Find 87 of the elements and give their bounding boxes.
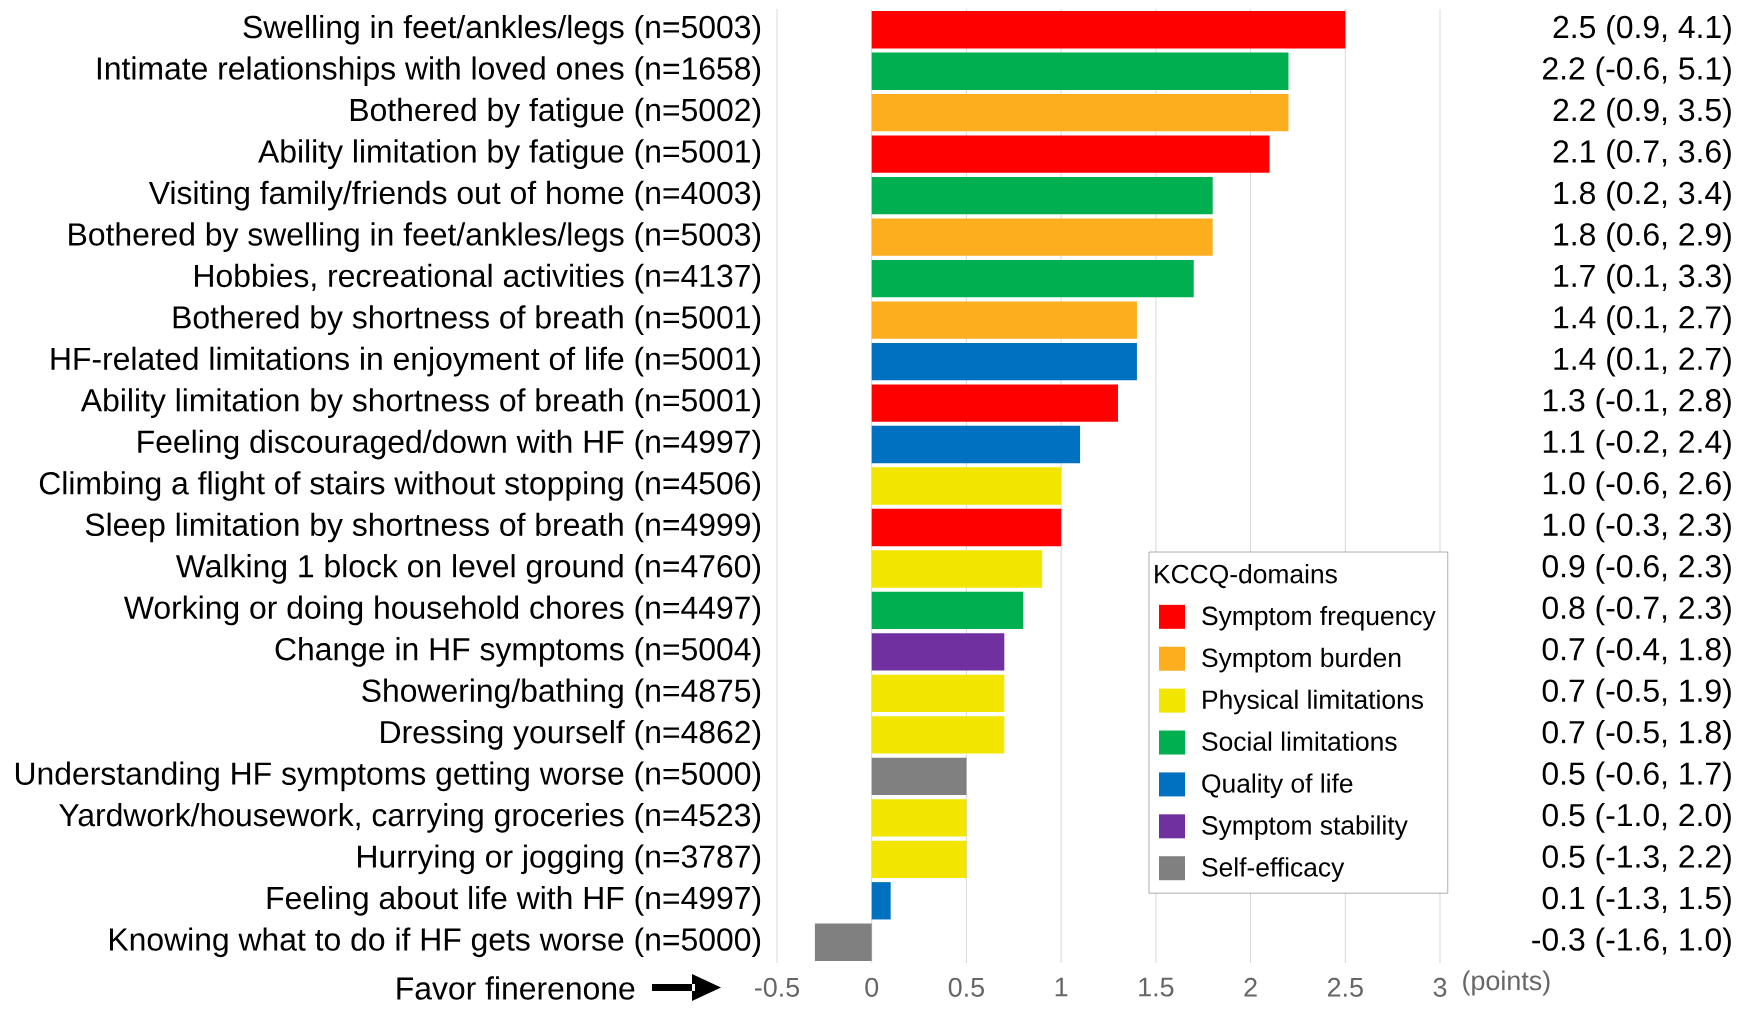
text: 1.0 (-0.6, 2.6) xyxy=(1543,471,1731,501)
y-tick-label: Change in HF symptoms (n=5004) xyxy=(275,637,761,667)
bar xyxy=(871,425,1081,464)
text: 0.7 (-0.5, 1.9) xyxy=(1542,678,1731,709)
legend-label: Symptom stability xyxy=(1202,815,1408,840)
text: 0.9 (-0.6, 2.3) xyxy=(1542,554,1731,584)
y-tick-label: Sleep limitation by shortness of breath (n=4999) xyxy=(85,512,761,543)
text: 2.1 (0.7, 3.6) xyxy=(1553,139,1731,170)
text: 1.7 (0.1, 3.3) xyxy=(1554,263,1731,294)
bar xyxy=(871,94,1289,132)
bar xyxy=(871,342,1137,381)
bar xyxy=(871,259,1194,298)
text: 0.5 (-1.0, 2.0) xyxy=(1542,802,1731,833)
text: 1.3 (-0.1, 2.8) xyxy=(1543,388,1731,418)
legend-label: Quality of life xyxy=(1202,773,1353,799)
text: 0.5 (-1.3, 2.2) xyxy=(1542,844,1731,875)
y-tick-label: Feeling discouraged/down with HF (n=4997) xyxy=(138,429,761,460)
text: 0.8 (-0.7, 2.3) xyxy=(1542,595,1731,626)
x-tick-label: 3 xyxy=(1433,977,1447,997)
bar xyxy=(871,467,1062,505)
y-tick-label: Bothered by swelling in feet/ankles/legs (n=5003) xyxy=(69,222,761,252)
y-tick-label: Hurrying or jogging (n=3787) xyxy=(358,844,761,875)
text: -0.3 (-1.6, 1.0) xyxy=(1532,927,1731,958)
x-axis-title: (points) xyxy=(1463,970,1550,996)
bar xyxy=(871,218,1213,256)
text: 0.1 (-1.3, 1.5) xyxy=(1542,885,1731,916)
legend-label: Symptom burden xyxy=(1202,647,1401,673)
x-tick-label: 1 xyxy=(1055,977,1068,997)
y-tick-label: Walking 1 block on level ground (n=4760) xyxy=(176,554,761,584)
y-tick-label: Showering/bathing (n=4875) xyxy=(362,678,761,709)
y-tick-label: Bothered by fatigue (n=5002) xyxy=(350,97,761,128)
y-tick-label: Working or doing household chores (n=4497) xyxy=(124,595,761,626)
x-tick-label: 2.5 xyxy=(1327,977,1363,997)
bar xyxy=(871,799,967,837)
bar xyxy=(871,135,1270,173)
x-tick-label: 2 xyxy=(1244,977,1257,997)
legend-label: Physical limitations xyxy=(1203,689,1423,715)
bar xyxy=(871,508,1062,547)
y-tick-label: Hobbies, recreational activities (n=4137) xyxy=(195,263,761,294)
y-tick-label: Dressing yourself (n=4862) xyxy=(381,720,761,750)
bar xyxy=(871,716,1005,754)
bar xyxy=(871,633,1005,671)
y-tick-label: Visiting family/friends out of home (n=4003) xyxy=(148,180,761,211)
legend-title: KCCQ-domains xyxy=(1155,564,1337,589)
text: 0.5 (-0.6, 1.7) xyxy=(1542,761,1731,792)
text: 0.7 (-0.4, 1.8) xyxy=(1542,637,1731,667)
text: 2.2 (-0.6, 5.1) xyxy=(1543,56,1731,87)
x-tick-label: 0 xyxy=(865,977,879,997)
legend-label: Social limitations xyxy=(1202,731,1397,751)
y-tick-label: Ability limitation by shortness of breath (n=5001) xyxy=(80,388,761,418)
text: 1.4 (0.1, 2.7) xyxy=(1554,346,1731,377)
bar xyxy=(871,550,1043,588)
text: 2.2 (0.9, 3.5) xyxy=(1553,97,1731,128)
text: 1.8 (0.6, 2.9) xyxy=(1554,222,1731,252)
bar xyxy=(814,923,872,961)
bar xyxy=(871,674,1005,713)
x-tick-label: 1.5 xyxy=(1139,977,1174,997)
y-tick-label: HF-related limitations in enjoyment of life (n=5001) xyxy=(51,346,761,377)
x-tick-label: -0.5 xyxy=(755,977,800,997)
bar xyxy=(871,301,1137,339)
text: 0.7 (-0.5, 1.8) xyxy=(1542,720,1731,750)
y-tick-label: Swelling in feet/ankles/legs (n=5003) xyxy=(243,14,761,45)
y-tick-label: Yardwork/housework, carrying groceries (n=4523) xyxy=(59,802,761,833)
y-tick-label: Ability limitation by fatigue (n=5001) xyxy=(258,139,761,170)
bar xyxy=(871,384,1118,422)
y-tick-label: Feeling about life with HF (n=4997) xyxy=(267,885,761,916)
y-tick-label: Knowing what to do if HF gets worse (n=5000) xyxy=(110,927,761,958)
y-tick-label: Understanding HF symptoms getting worse (n=5000) xyxy=(15,761,761,792)
bar xyxy=(871,757,967,796)
bar xyxy=(871,176,1213,215)
bar xyxy=(871,52,1289,90)
text: Favor finerenone xyxy=(397,976,635,1000)
bar xyxy=(871,840,967,878)
text: 1.1 (-0.2, 2.4) xyxy=(1543,429,1731,460)
legend-label: Self-efficacy xyxy=(1202,857,1345,882)
bar xyxy=(871,882,891,920)
y-tick-label: Bothered by shortness of breath (n=5001) xyxy=(173,305,761,335)
y-tick-label: Intimate relationships with loved ones (n=1658) xyxy=(97,56,761,87)
bar xyxy=(871,11,1346,49)
bar xyxy=(871,591,1024,630)
text: 1.8 (0.2, 3.4) xyxy=(1554,180,1731,211)
legend-label: Symptom frequency xyxy=(1202,605,1436,631)
text: 2.5 (0.9, 4.1) xyxy=(1553,14,1731,45)
x-tick-label: 0.5 xyxy=(948,977,984,997)
y-tick-label: Climbing a flight of stairs without stopping (n=4506) xyxy=(39,471,761,501)
text: 1.4 (0.1, 2.7) xyxy=(1554,305,1731,335)
text: 1.0 (-0.3, 2.3) xyxy=(1543,512,1731,543)
